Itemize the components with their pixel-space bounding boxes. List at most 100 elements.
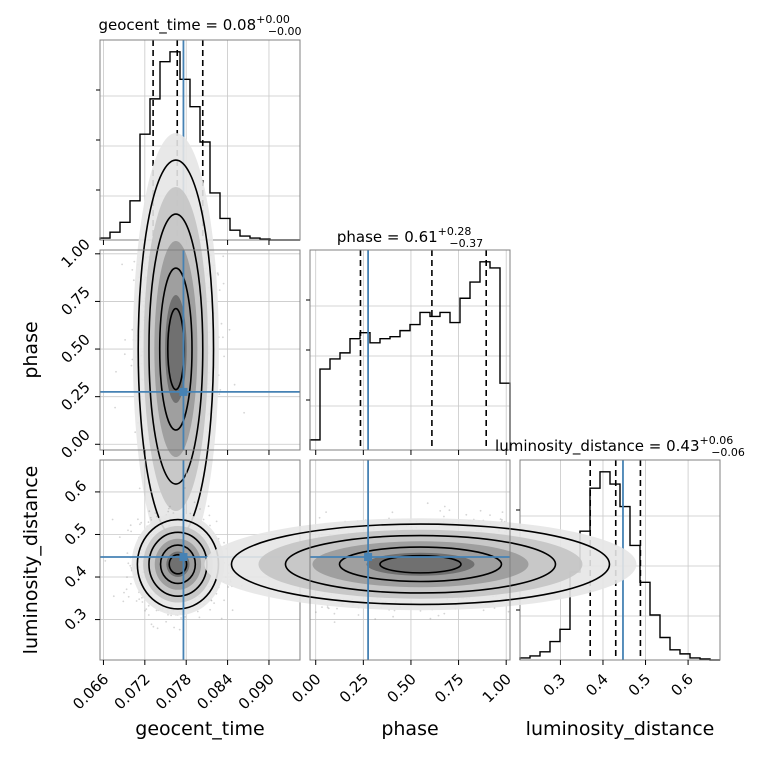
x-tick-label-geocent_time: 0.072 [111, 670, 154, 713]
scatter-point [156, 627, 159, 630]
scatter-point [493, 607, 496, 609]
contour-line [148, 213, 204, 485]
scatter-point [156, 515, 158, 518]
scatter-point [213, 602, 216, 604]
scatter-point [357, 614, 360, 616]
scatter-point [149, 516, 152, 519]
histogram-phase [309, 261, 511, 450]
y-tick-label-phase: 0.25 [57, 378, 93, 414]
ylabel-phase: phase [20, 321, 42, 378]
scatter-point [222, 255, 225, 258]
scatter-point [114, 406, 116, 409]
histogram-luminosity_distance [519, 471, 720, 661]
scatter-point [228, 328, 231, 331]
xlabel-phase: phase [381, 718, 438, 740]
scatter-point [233, 383, 236, 386]
y-tick-label-phase: 0.75 [57, 283, 93, 319]
scatter-point [499, 518, 502, 520]
title-geocent-time: geocent_time = 0.08+0.00 −0.00 [98, 13, 301, 38]
scatter-point [130, 582, 132, 585]
scatter-point [155, 609, 158, 612]
scatter-point [222, 336, 224, 339]
scatter-point [141, 601, 144, 603]
scatter-point [223, 541, 225, 544]
frame-geocent_time-phase [99, 249, 301, 451]
y-tick-label-phase: 0.50 [57, 331, 93, 367]
scatter-point [219, 389, 222, 391]
scatter-point [131, 269, 134, 271]
scatter-point [132, 279, 135, 282]
scatter-point [501, 511, 504, 513]
scatter-point [210, 599, 213, 602]
truth-marker [179, 387, 188, 396]
x-tick-label-phase: 0.25 [336, 670, 372, 706]
scatter-point [134, 431, 137, 434]
truth-marker [364, 553, 373, 562]
scatter-point [193, 501, 196, 504]
scatter-point [147, 614, 150, 616]
scatter-point [393, 609, 396, 612]
scatter-point [489, 514, 491, 516]
contour-line [230, 523, 611, 606]
histogram-geocent_time [99, 51, 300, 241]
scatter-point [315, 611, 317, 614]
scatter-point [216, 272, 219, 275]
scatter-point [127, 529, 129, 532]
scatter-point [196, 610, 199, 613]
y-tick-label-luminosity_distance: 0.3 [61, 604, 91, 634]
scatter-point [139, 523, 141, 526]
scatter-point [130, 364, 133, 367]
scatter-point [124, 339, 126, 341]
scatter-point [198, 616, 201, 619]
scatter-point [131, 358, 134, 361]
x-tick-label-geocent_time: 0.078 [152, 670, 195, 713]
scatter-point [125, 588, 128, 591]
scatter-point [222, 282, 225, 285]
scatter-point [215, 520, 218, 523]
scatter-point [145, 608, 148, 610]
x-tick-label-luminosity_distance: 0.6 [667, 670, 697, 700]
scatter-point [448, 509, 451, 512]
scatter-point [121, 263, 123, 266]
y-tick-label-luminosity_distance: 0.6 [61, 477, 91, 507]
y-tick-label-luminosity_distance: 0.5 [61, 519, 91, 549]
scatter-point [437, 614, 440, 617]
ylabel-luminosity-distance: luminosity_distance [20, 466, 42, 655]
scatter-point [127, 562, 130, 565]
x-tick-label-geocent_time: 0.084 [193, 670, 236, 713]
scatter-point [140, 521, 143, 524]
xlabel-luminosity-distance: luminosity_distance [526, 718, 715, 740]
scatter-point [326, 606, 329, 609]
contour-line [168, 553, 188, 575]
scatter-point [501, 519, 503, 521]
scatter-point [118, 536, 121, 538]
scatter-point [165, 620, 168, 623]
frame-phase-luminosity_distance [309, 459, 511, 661]
scatter-point [220, 617, 223, 620]
scatter-point [173, 626, 176, 629]
scatter-point [180, 617, 183, 619]
scatter-point [152, 625, 155, 628]
scatter-point [429, 617, 432, 620]
scatter-point [217, 273, 220, 276]
scatter-point [325, 511, 327, 513]
scatter-point [131, 328, 134, 331]
contours [230, 523, 611, 606]
scatter-point [167, 510, 170, 513]
scatter-point [419, 610, 422, 612]
scatter-point [122, 600, 125, 603]
scatter-point [333, 621, 336, 623]
density-shading [132, 133, 219, 566]
scatter-point [189, 512, 192, 515]
scatter-point [137, 518, 139, 521]
scatter-point [220, 322, 223, 325]
scatter-point [391, 511, 394, 514]
scatter-point [138, 598, 141, 601]
scatter-point [243, 411, 246, 414]
title-luminosity-distance: luminosity_distance = 0.43+0.06 −0.06 [495, 434, 745, 459]
truth-marker [179, 553, 188, 562]
scatter-point [123, 353, 126, 356]
scatter-point [130, 530, 133, 533]
grid-1-1 [310, 250, 510, 450]
scatter-point [208, 514, 211, 517]
